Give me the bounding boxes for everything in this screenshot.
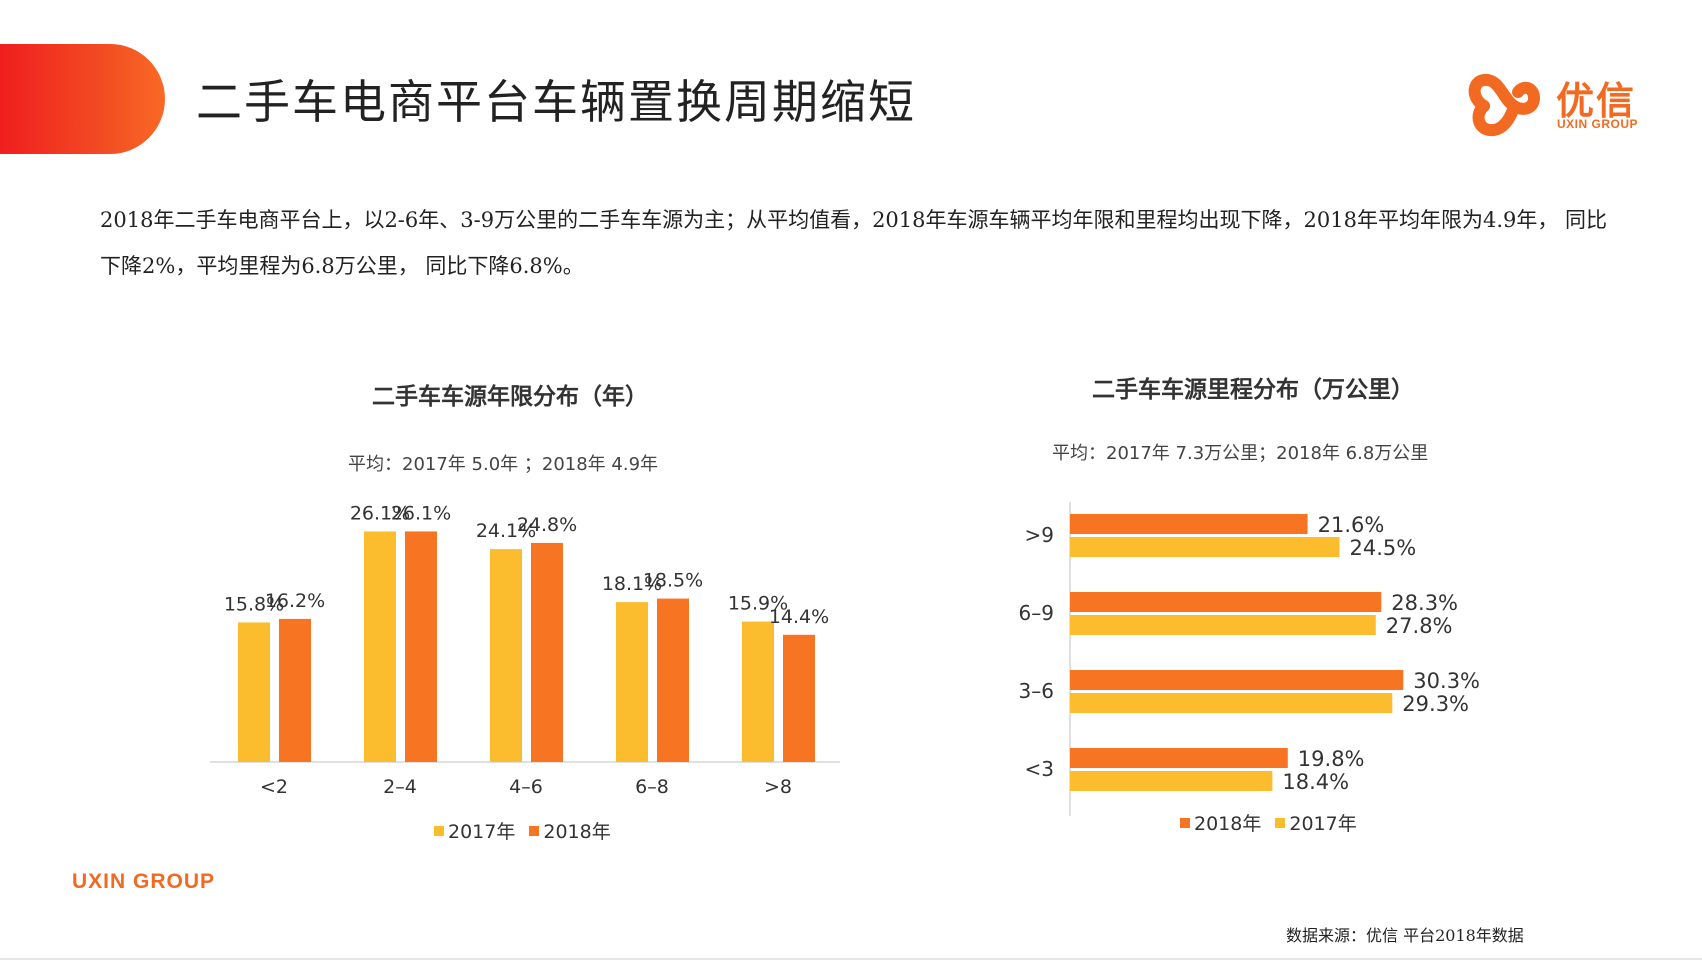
chart2-subtitle: 平均：2017年 7.3万公里；2018年 6.8万公里 <box>1052 443 1429 464</box>
hbar-label: 21.6% <box>1318 513 1385 537</box>
chart2-title: 二手车车源里程分布（万公里） <box>1092 377 1414 403</box>
logo-subtitle: UXIN GROUP <box>1557 117 1639 131</box>
bar-label: 15.8% <box>224 593 284 615</box>
chart1-subtitle: 平均：2017年 5.0年 ；2018年 4.9年 <box>348 454 659 475</box>
title-accent-tab <box>0 44 165 154</box>
page-title: 二手车电商平台车辆置换周期缩短 <box>196 75 916 129</box>
bar-6-8-2018年 <box>657 598 689 762</box>
bar-label: 18.1% <box>602 573 662 595</box>
intro-paragraph: 2018年二手车电商平台上，以2-6年、3-9万公里的二手车车源为主；从平均值看… <box>100 208 1608 278</box>
hbar-<3-2017年 <box>1070 771 1273 791</box>
bar-2-4-2018年 <box>405 531 437 762</box>
y-tick-label: <3 <box>1025 757 1054 781</box>
bar-label: 24.1% <box>476 520 536 542</box>
legend-item-2018b: 2018年 <box>1180 809 1261 836</box>
chart1-title: 二手车车源年限分布（年） <box>372 384 648 410</box>
bar-2-4-2017年 <box>364 531 396 762</box>
hbar-label: 18.4% <box>1282 770 1349 794</box>
chart1-legend: 2017年 2018年 <box>434 817 611 844</box>
legend-swatch-2018b <box>1180 817 1190 828</box>
legend-item-2017: 2017年 <box>434 817 515 844</box>
bar-label: 24.8% <box>517 514 577 536</box>
bar-label: 16.2% <box>265 590 325 612</box>
bar-label: 26.1% <box>350 502 410 524</box>
data-source: 数据来源：优信 平台2018年数据 <box>1286 926 1524 945</box>
x-tick-label: >8 <box>764 776 792 798</box>
bar-6-8-2017年 <box>616 602 648 762</box>
bar-<2-2017年 <box>238 622 270 762</box>
bar-<2-2018年 <box>279 618 311 762</box>
legend-item-2018: 2018年 <box>529 817 611 844</box>
hbar-label: 30.3% <box>1413 669 1480 693</box>
bar-label: 18.5% <box>643 570 703 592</box>
legend-label-2018: 2018年 <box>543 821 611 843</box>
hbar->9-2017年 <box>1070 537 1340 557</box>
logo-wordmark: 优信 <box>1556 79 1637 123</box>
hbar-3-6-2018年 <box>1070 670 1404 690</box>
hbar-label: 27.8% <box>1386 614 1453 638</box>
bar-label: 15.9% <box>728 593 788 615</box>
hbar-6-9-2018年 <box>1070 592 1382 612</box>
hbar-label: 19.8% <box>1298 747 1365 771</box>
legend-swatch-2018 <box>529 825 540 836</box>
bar-4-6-2017年 <box>490 549 522 762</box>
x-tick-label: 4–6 <box>509 776 543 798</box>
y-tick-label: 6–9 <box>1019 601 1054 625</box>
x-tick-label: 6–8 <box>635 776 669 798</box>
hbar-label: 29.3% <box>1402 692 1469 716</box>
bar->8-2017年 <box>742 621 774 762</box>
footer-brand: UXIN GROUP <box>72 870 216 893</box>
y-tick-label: 3–6 <box>1019 679 1054 703</box>
hbar-label: 28.3% <box>1391 591 1458 615</box>
x-tick-label: <2 <box>260 776 288 798</box>
hbar->9-2018年 <box>1070 514 1308 534</box>
hbar-<3-2018年 <box>1070 748 1288 768</box>
legend-swatch-2017 <box>434 825 444 836</box>
y-tick-label: >9 <box>1025 523 1054 547</box>
legend-swatch-2017b <box>1275 817 1286 828</box>
legend-label-2017: 2017年 <box>448 821 516 843</box>
bottom-divider <box>0 958 1702 960</box>
uxin-logo-icon <box>1468 73 1541 137</box>
bar-label: 14.4% <box>769 606 829 628</box>
hbar-3-6-2017年 <box>1070 693 1393 713</box>
legend-item-2017b: 2017年 <box>1275 809 1357 836</box>
bar-label: 26.1% <box>391 502 451 524</box>
x-tick-label: 2–4 <box>383 776 417 798</box>
legend-label-2018b: 2018年 <box>1194 813 1262 835</box>
hbar-label: 24.5% <box>1350 536 1417 560</box>
hbar-6-9-2017年 <box>1070 615 1376 635</box>
bar->8-2018年 <box>783 634 815 762</box>
legend-label-2017b: 2017年 <box>1289 813 1357 835</box>
chart2-legend: 2018年 2017年 <box>1180 809 1357 836</box>
bar-4-6-2018年 <box>531 542 563 762</box>
